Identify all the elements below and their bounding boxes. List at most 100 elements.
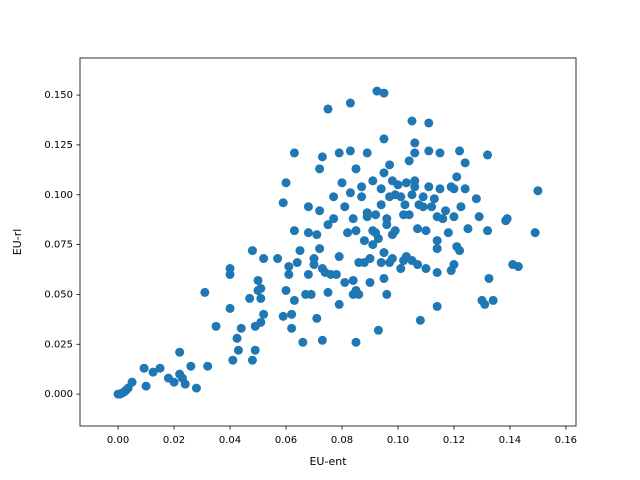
y-tick-label: 0.100	[44, 190, 73, 201]
point	[250, 345, 260, 355]
point	[127, 377, 137, 387]
point	[247, 355, 257, 365]
point	[484, 273, 494, 283]
point	[379, 248, 389, 258]
point	[502, 214, 512, 224]
point	[351, 337, 361, 347]
point	[418, 192, 428, 202]
point	[303, 269, 313, 279]
point	[259, 309, 269, 319]
point	[376, 200, 386, 210]
point	[513, 262, 523, 272]
point	[424, 182, 434, 192]
point	[480, 299, 490, 309]
point	[421, 226, 431, 236]
point	[315, 244, 325, 254]
point	[329, 214, 339, 224]
point	[312, 313, 322, 323]
x-tick-label: 0.02	[163, 435, 185, 446]
point	[289, 295, 299, 305]
point	[427, 202, 437, 212]
point	[387, 254, 397, 264]
point	[155, 363, 165, 373]
x-tick-label: 0.00	[107, 435, 129, 446]
y-axis-label: EU-rl	[11, 229, 24, 256]
point	[337, 178, 347, 188]
point	[340, 202, 350, 212]
point	[379, 273, 389, 283]
point	[429, 194, 439, 204]
point	[287, 309, 297, 319]
point	[273, 254, 283, 264]
point	[365, 277, 375, 287]
point	[407, 116, 417, 126]
point	[460, 158, 470, 168]
point	[401, 178, 411, 188]
point	[351, 164, 361, 174]
point	[236, 323, 246, 333]
y-tick-label: 0.075	[44, 240, 73, 251]
point	[432, 236, 442, 246]
point	[471, 194, 481, 204]
point	[483, 226, 493, 236]
y-tick-label: 0.025	[44, 339, 73, 350]
point	[400, 200, 410, 210]
y-tick-label: 0.125	[44, 140, 73, 151]
point	[530, 228, 540, 238]
point	[432, 268, 442, 278]
point	[247, 246, 257, 256]
point	[334, 299, 344, 309]
point	[334, 148, 344, 158]
point	[368, 240, 378, 250]
point	[278, 198, 288, 208]
point	[317, 152, 327, 162]
point	[331, 269, 341, 279]
point	[379, 134, 389, 144]
point	[463, 224, 473, 234]
point	[357, 182, 367, 192]
point	[449, 212, 459, 222]
point	[410, 148, 420, 158]
point	[396, 264, 406, 274]
point	[191, 383, 201, 393]
point	[348, 275, 358, 285]
point	[421, 264, 431, 274]
point	[407, 190, 417, 200]
point	[141, 381, 151, 391]
point	[390, 226, 400, 236]
point	[373, 325, 383, 335]
point	[533, 186, 543, 196]
point	[373, 234, 383, 244]
point	[309, 254, 319, 264]
point	[413, 260, 423, 270]
point	[287, 323, 297, 333]
point	[359, 236, 369, 246]
point	[432, 301, 442, 311]
point	[298, 337, 308, 347]
point	[438, 214, 448, 224]
y-tick-label: 0.150	[44, 90, 73, 101]
point	[175, 347, 185, 357]
point	[232, 333, 242, 343]
point	[186, 361, 196, 371]
point	[343, 228, 353, 238]
point	[317, 335, 327, 345]
point	[345, 188, 355, 198]
x-tick-label: 0.04	[219, 435, 241, 446]
point	[488, 295, 498, 305]
point	[180, 379, 190, 389]
point	[357, 192, 367, 202]
point	[295, 246, 305, 256]
point	[303, 228, 313, 238]
point	[345, 146, 355, 156]
point	[435, 148, 445, 158]
x-tick-label: 0.10	[387, 435, 409, 446]
point	[169, 377, 179, 387]
x-tick-label: 0.06	[275, 435, 297, 446]
point	[289, 148, 299, 158]
point	[315, 206, 325, 216]
point	[233, 345, 243, 355]
point	[340, 277, 350, 287]
point	[376, 184, 386, 194]
